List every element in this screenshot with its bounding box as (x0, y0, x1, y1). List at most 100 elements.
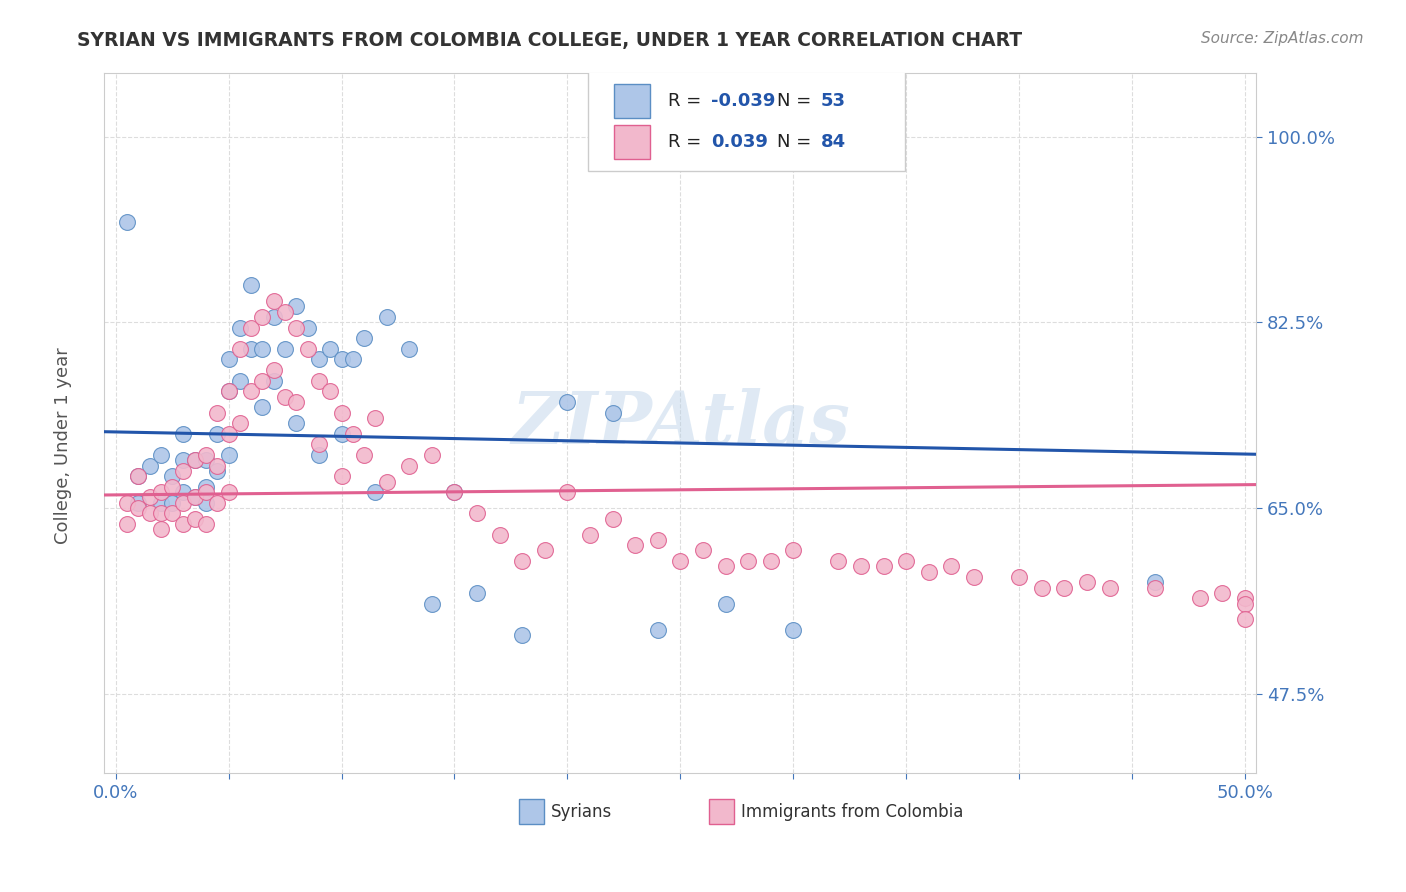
Point (669, 554, 692, 568)
Point (195, 448, 218, 462)
Point (285, 320, 308, 334)
Point (160, 507, 183, 521)
Point (1031, 581, 1053, 595)
Point (557, 395, 579, 409)
Point (218, 384, 240, 399)
Point (353, 448, 375, 462)
Point (207, 496, 229, 510)
Point (1211, 586, 1233, 600)
Point (183, 491, 205, 505)
Point (240, 342, 263, 356)
Point (557, 485, 579, 500)
Point (195, 485, 218, 500)
Point (1234, 597, 1257, 611)
Point (115, 214, 138, 228)
Point (308, 352, 330, 367)
Point (692, 543, 714, 558)
Point (183, 453, 205, 467)
Point (1098, 581, 1121, 595)
Point (364, 410, 387, 425)
Point (218, 426, 240, 441)
Point (274, 390, 297, 404)
Point (285, 416, 308, 430)
Text: N =: N = (778, 133, 817, 151)
Point (127, 469, 149, 483)
Text: 53: 53 (821, 92, 846, 110)
Point (308, 448, 330, 462)
Point (714, 597, 737, 611)
Text: College, Under 1 year: College, Under 1 year (55, 348, 72, 544)
Point (918, 565, 941, 579)
Point (149, 485, 172, 500)
Point (183, 491, 205, 505)
Point (319, 342, 342, 356)
Point (195, 516, 218, 531)
Bar (519, 799, 544, 824)
Point (1234, 591, 1257, 606)
Point (647, 623, 669, 637)
Point (207, 426, 229, 441)
Point (149, 496, 172, 510)
Bar (709, 799, 734, 824)
Point (207, 405, 229, 419)
Point (624, 538, 647, 552)
Point (263, 374, 285, 388)
Point (420, 448, 443, 462)
Point (172, 426, 194, 441)
Text: SYRIAN VS IMMIGRANTS FROM COLOMBIA COLLEGE, UNDER 1 YEAR CORRELATION CHART: SYRIAN VS IMMIGRANTS FROM COLOMBIA COLLE… (77, 31, 1022, 50)
Point (1008, 570, 1031, 584)
Point (127, 469, 149, 483)
Point (941, 559, 963, 574)
Point (602, 405, 624, 419)
Text: ZIPAtlas: ZIPAtlas (510, 388, 849, 458)
Text: R =: R = (668, 133, 713, 151)
Point (488, 527, 510, 541)
Point (510, 554, 533, 568)
Point (330, 352, 353, 367)
Point (138, 507, 160, 521)
Point (375, 310, 398, 324)
Point (263, 294, 285, 309)
Point (342, 426, 364, 441)
Point (963, 570, 986, 584)
Point (274, 304, 297, 318)
Point (160, 496, 183, 510)
Text: -0.039: -0.039 (711, 92, 776, 110)
Point (533, 543, 555, 558)
Point (172, 453, 194, 467)
Point (240, 384, 263, 399)
Point (896, 554, 918, 568)
Point (420, 597, 443, 611)
Point (364, 485, 387, 500)
Point (849, 559, 872, 574)
Point (602, 511, 624, 525)
Point (183, 453, 205, 467)
Point (465, 586, 488, 600)
Point (714, 559, 737, 574)
Point (183, 511, 205, 525)
Point (319, 384, 342, 399)
Point (1053, 581, 1076, 595)
Text: N =: N = (778, 92, 817, 110)
Point (172, 464, 194, 478)
Text: Source: ZipAtlas.com: Source: ZipAtlas.com (1201, 31, 1364, 46)
Point (1076, 575, 1098, 590)
Point (229, 416, 252, 430)
Point (1188, 591, 1211, 606)
Point (1143, 575, 1166, 590)
Point (375, 475, 398, 489)
Point (274, 342, 297, 356)
Text: Syrians: Syrians (551, 803, 613, 821)
Point (127, 496, 149, 510)
Point (138, 458, 160, 473)
Point (398, 342, 420, 356)
Point (149, 448, 172, 462)
Point (308, 437, 330, 451)
Point (465, 507, 488, 521)
Point (759, 554, 782, 568)
Point (138, 491, 160, 505)
Point (160, 480, 183, 494)
Point (285, 395, 308, 409)
Point (229, 374, 252, 388)
Point (218, 485, 240, 500)
